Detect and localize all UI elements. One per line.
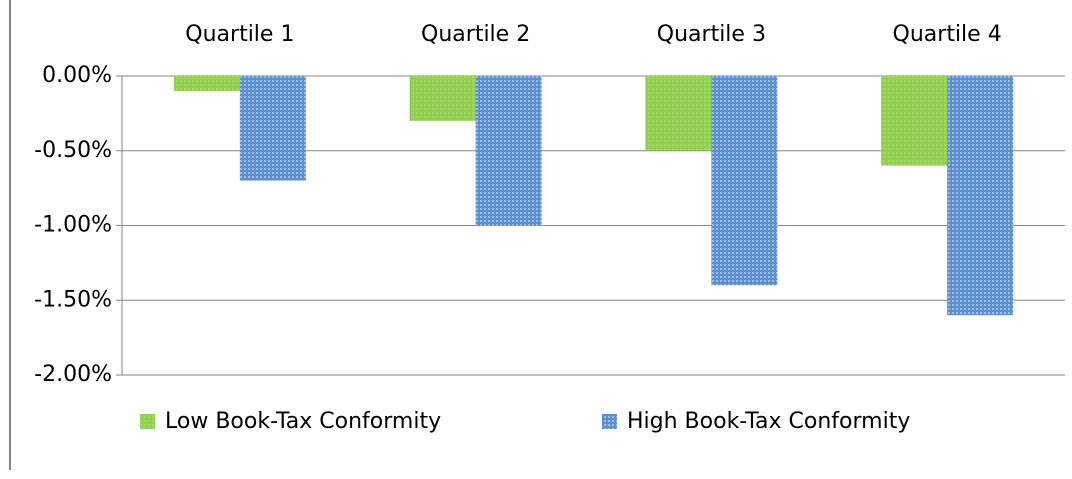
x-tick-label: Quartile 1: [185, 22, 294, 47]
bar: [947, 76, 1014, 316]
legend-label: Low Book-Tax Conformity: [165, 409, 441, 434]
bar: [711, 76, 778, 286]
bar: [881, 76, 948, 166]
legend-swatch: [140, 414, 155, 429]
x-tick-label: Quartile 3: [657, 22, 766, 47]
bar: [645, 76, 712, 151]
bar: [409, 76, 476, 121]
bar: [239, 76, 306, 181]
y-tick-label: -1.50%: [34, 287, 112, 312]
y-tick-label: -0.50%: [34, 138, 112, 163]
y-tick-label: -1.00%: [34, 213, 112, 238]
y-tick-label: -2.00%: [34, 362, 112, 387]
y-tick-label: 0.00%: [42, 63, 112, 88]
bar: [173, 76, 240, 91]
x-tick-label: Quartile 2: [421, 22, 530, 47]
bar: [475, 76, 542, 226]
legend-label: High Book-Tax Conformity: [627, 409, 910, 434]
legend-swatch: [602, 414, 617, 429]
x-tick-label: Quartile 4: [893, 22, 1002, 47]
